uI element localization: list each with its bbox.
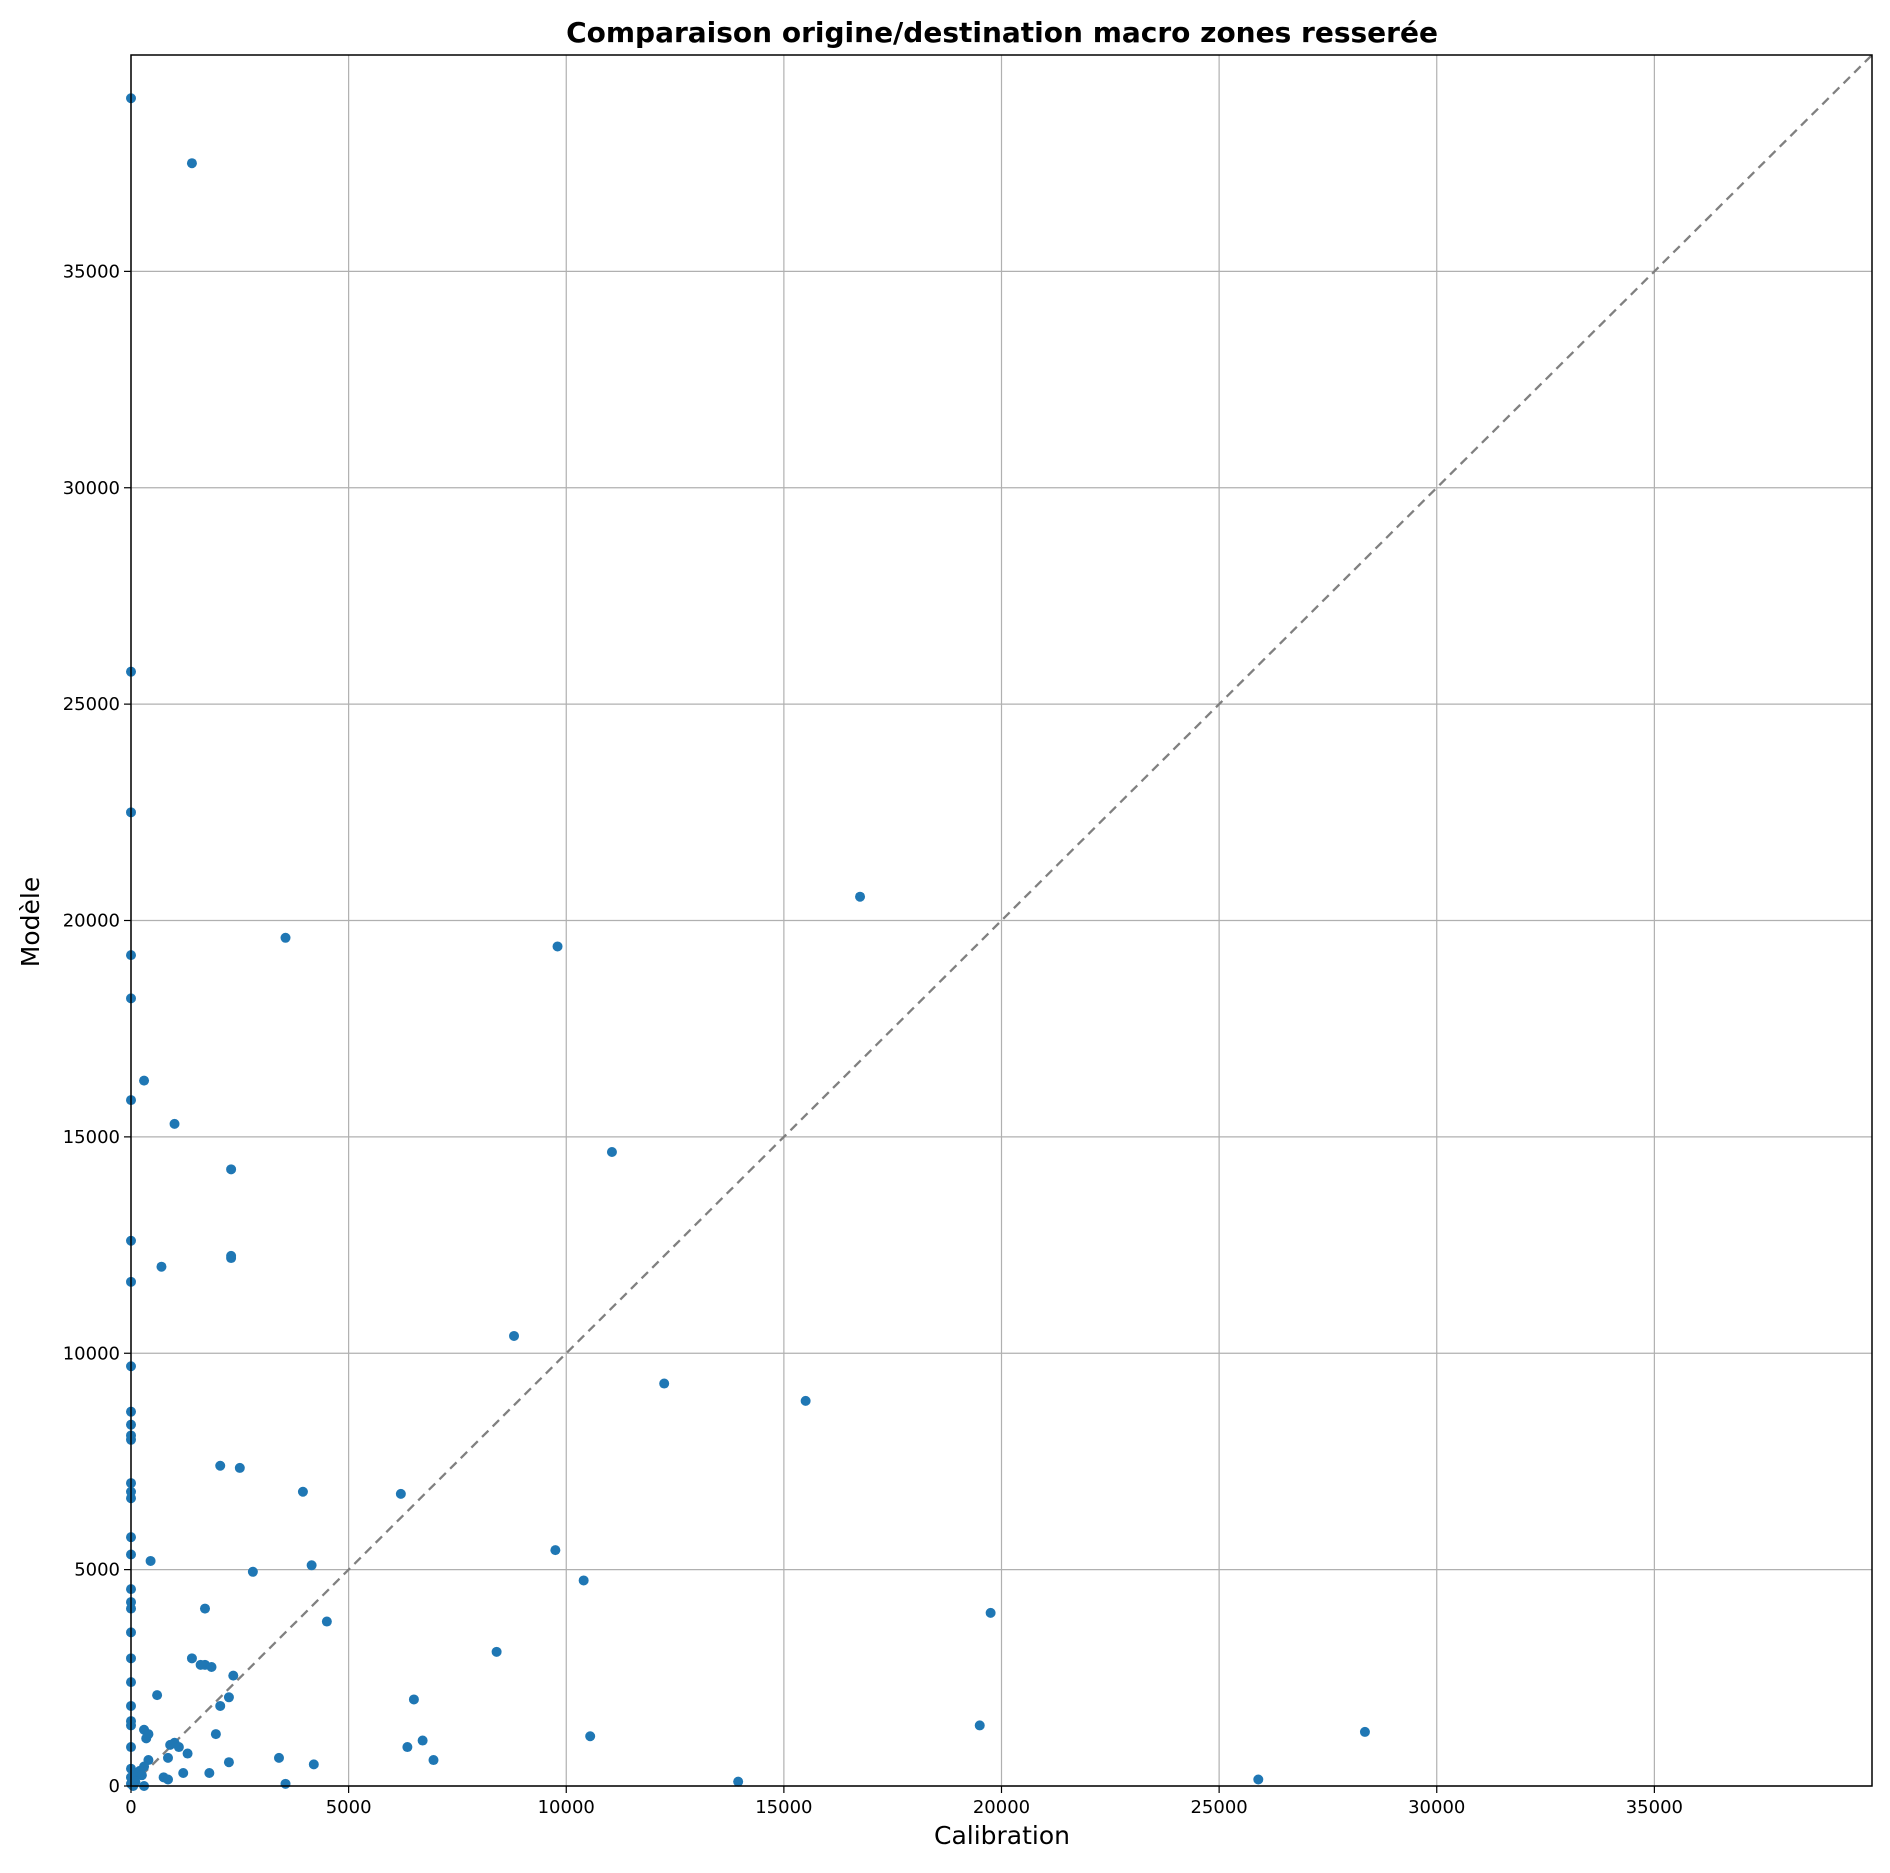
- y-tick-label: 15000: [63, 1127, 120, 1148]
- data-point: [223, 1692, 234, 1703]
- data-point: [585, 1731, 596, 1742]
- y-tick-label: 5000: [74, 1560, 120, 1581]
- plot-area: [126, 54, 1873, 1791]
- data-point: [428, 1755, 439, 1766]
- data-point: [195, 1659, 206, 1670]
- data-point: [408, 1694, 419, 1705]
- data-point: [578, 1575, 589, 1586]
- data-point: [210, 1729, 221, 1740]
- data-point: [156, 1261, 167, 1272]
- data-point: [215, 1460, 226, 1471]
- data-point: [280, 932, 291, 943]
- x-tick-label: 30000: [1408, 1797, 1465, 1818]
- data-point: [974, 1720, 985, 1731]
- reference-diagonal-line: [130, 54, 1873, 1787]
- data-point: [280, 1778, 291, 1789]
- data-point: [273, 1752, 284, 1763]
- data-point: [226, 1250, 237, 1261]
- data-point: [186, 1653, 197, 1664]
- y-tick-label: 10000: [63, 1343, 120, 1364]
- x-axis-ticks: 0 5000 10000 15000 20000 25000 30000 35000: [125, 1786, 1683, 1818]
- data-point: [417, 1735, 428, 1746]
- data-point: [145, 1555, 156, 1566]
- data-point: [199, 1603, 210, 1614]
- y-tick-label: 25000: [63, 694, 120, 715]
- x-tick-label: 10000: [538, 1797, 595, 1818]
- x-tick-label: 20000: [973, 1797, 1030, 1818]
- data-point: [215, 1700, 226, 1711]
- data-point: [550, 1545, 561, 1556]
- data-point: [552, 941, 563, 952]
- data-point: [321, 1616, 332, 1627]
- x-tick-label: 0: [125, 1797, 136, 1818]
- y-tick-label: 35000: [63, 261, 120, 282]
- data-point: [800, 1395, 811, 1406]
- data-point: [178, 1768, 189, 1779]
- chart-title: Comparaison origine/destination macro zo…: [566, 16, 1438, 49]
- data-point: [659, 1378, 670, 1389]
- data-point: [1359, 1726, 1370, 1737]
- data-point: [139, 1075, 150, 1086]
- x-tick-label: 15000: [755, 1797, 812, 1818]
- x-axis-label: Calibration: [934, 1821, 1070, 1850]
- data-point: [234, 1462, 245, 1473]
- data-point: [186, 158, 197, 169]
- data-point: [228, 1670, 239, 1681]
- data-point: [509, 1330, 520, 1341]
- data-point: [308, 1759, 319, 1770]
- data-point: [402, 1742, 413, 1753]
- data-point: [162, 1752, 173, 1763]
- data-point: [733, 1776, 744, 1787]
- data-point: [141, 1733, 152, 1744]
- data-point: [247, 1566, 258, 1577]
- data-point: [204, 1768, 215, 1779]
- y-axis-label: Modèle: [16, 877, 45, 967]
- data-point: [985, 1607, 996, 1618]
- data-point: [855, 891, 866, 902]
- data-point: [395, 1488, 406, 1499]
- data-point: [136, 1770, 147, 1781]
- x-tick-label: 25000: [1190, 1797, 1247, 1818]
- data-point: [226, 1164, 237, 1175]
- data-point: [162, 1774, 173, 1785]
- y-tick-label: 30000: [63, 478, 120, 499]
- data-point: [206, 1661, 217, 1672]
- data-point: [297, 1486, 308, 1497]
- y-tick-label: 0: [109, 1776, 120, 1797]
- data-point: [491, 1646, 502, 1657]
- data-point: [169, 1118, 180, 1129]
- data-point: [223, 1757, 234, 1768]
- y-axis-ticks: 0 5000 10000 15000 20000 25000 30000 35000: [63, 261, 131, 1797]
- data-point: [1253, 1774, 1264, 1785]
- y-tick-label: 20000: [63, 911, 120, 932]
- data-point: [182, 1748, 193, 1759]
- x-tick-label: 5000: [326, 1797, 372, 1818]
- data-point: [173, 1742, 184, 1753]
- x-tick-label: 35000: [1626, 1797, 1683, 1818]
- data-point: [152, 1690, 163, 1701]
- data-point: [165, 1739, 176, 1750]
- data-point: [306, 1560, 317, 1571]
- data-point: [606, 1147, 617, 1158]
